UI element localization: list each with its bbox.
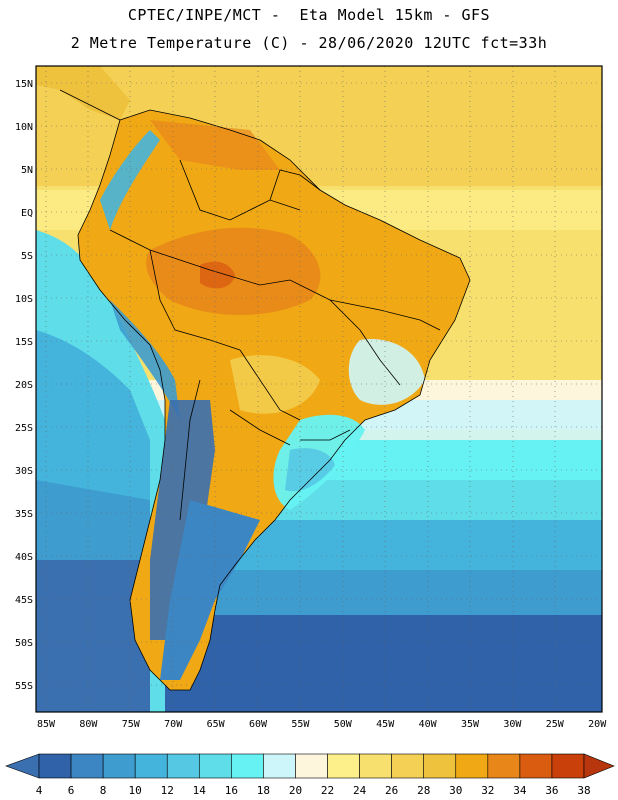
colorbar-label: 30 — [449, 784, 462, 797]
lon-label: 55W — [291, 719, 310, 730]
latitude-labels: 15N 10N 5N EQ 5S 10S 15S 20S 25S 30S 35S 40S 45S 50S 5… — [15, 79, 33, 692]
colorbar-label: 8 — [100, 784, 107, 797]
colorbar-over-arrow — [583, 753, 615, 779]
lat-label: 55S — [15, 681, 33, 692]
colorbar-label: 18 — [257, 784, 270, 797]
lat-label: 50S — [15, 638, 33, 649]
map-andes-south — [150, 400, 215, 640]
lat-label: 45S — [15, 595, 33, 606]
map-central-america — [36, 66, 130, 120]
longitude-labels: 85W 80W 75W 70W 65W 60W 55W 50W 45W 40W 35W 30W 25W 2… — [37, 719, 607, 730]
lat-label: 30S — [15, 466, 33, 477]
colorbar-swatch — [359, 753, 392, 779]
map-andes-north — [100, 130, 160, 230]
temperature-map: 15N 10N 5N EQ 5S 10S 15S 20S 25S 30S 35S 40S 45S 50S 5… — [15, 65, 607, 730]
lat-label: 25S — [15, 423, 33, 434]
lon-label: 70W — [164, 719, 183, 730]
chart-subtitle: 2 Metre Temperature (C) - 28/06/2020 12U… — [70, 34, 548, 52]
lat-label: 15N — [15, 79, 33, 90]
lon-label: 65W — [207, 719, 226, 730]
colorbar-label: 32 — [481, 784, 494, 797]
lat-label: 20S — [15, 380, 33, 391]
colorbar-swatch — [38, 753, 72, 779]
lon-label: 30W — [503, 719, 522, 730]
map-amazon-hot — [146, 227, 321, 315]
colorbar-under-arrow — [5, 753, 40, 779]
colorbar-label: 34 — [513, 784, 527, 797]
chart-title: CPTEC/INPE/MCT - Eta Model 15km - GFS — [127, 6, 491, 24]
lon-label: 40W — [419, 719, 438, 730]
colorbar-label: 6 — [68, 784, 75, 797]
colorbar-swatch — [423, 753, 457, 779]
colorbar-swatch — [295, 753, 328, 779]
lon-label: 35W — [461, 719, 480, 730]
colorbar-swatch — [455, 753, 489, 779]
colorbar-swatch — [327, 753, 360, 779]
lat-label: 35S — [15, 509, 33, 520]
colorbar-swatch — [198, 753, 232, 779]
lon-label: 50W — [334, 719, 353, 730]
colorbar-swatch — [166, 753, 200, 779]
lon-label: 85W — [37, 719, 56, 730]
lon-label: 80W — [79, 719, 98, 730]
map-southeast-brazil — [348, 339, 425, 405]
lat-label: 10S — [15, 294, 33, 305]
lat-label: 5N — [21, 165, 33, 176]
colorbar-swatch — [391, 753, 425, 779]
lon-label: 75W — [122, 719, 141, 730]
colorbar-label: 24 — [353, 784, 367, 797]
colorbar-swatch — [134, 753, 168, 779]
colorbar-label: 38 — [577, 784, 590, 797]
lat-label: 15S — [15, 337, 33, 348]
colorbar-label: 26 — [385, 784, 398, 797]
colorbar-label: 16 — [225, 784, 238, 797]
colorbar-label: 28 — [417, 784, 430, 797]
colorbar-swatch — [551, 753, 585, 779]
colorbar-label: 14 — [193, 784, 207, 797]
colorbar-label: 36 — [545, 784, 558, 797]
lat-label: 5S — [21, 251, 33, 262]
lon-label: 20W — [588, 719, 607, 730]
colorbar-label: 10 — [129, 784, 142, 797]
colorbar-label: 22 — [321, 784, 334, 797]
colorbar-swatch — [70, 753, 104, 779]
colorbar-swatch — [519, 753, 553, 779]
lon-label: 45W — [376, 719, 395, 730]
lat-label: EQ — [21, 208, 33, 219]
lon-label: 25W — [546, 719, 565, 730]
colorbar-label: 4 — [36, 784, 43, 797]
lat-label: 10N — [15, 122, 33, 133]
colorbar-label: 12 — [161, 784, 174, 797]
colorbar: 4 6 8 10 12 14 16 18 20 22 24 26 28 30 32 34 36 38 — [5, 753, 615, 797]
colorbar-swatch — [263, 753, 296, 779]
colorbar-swatch — [102, 753, 136, 779]
map-field — [36, 66, 602, 712]
colorbar-swatch — [231, 753, 264, 779]
map-frame — [35, 65, 603, 713]
colorbar-swatch — [487, 753, 521, 779]
lat-label: 40S — [15, 552, 33, 563]
colorbar-label: 20 — [289, 784, 302, 797]
lon-label: 60W — [249, 719, 268, 730]
